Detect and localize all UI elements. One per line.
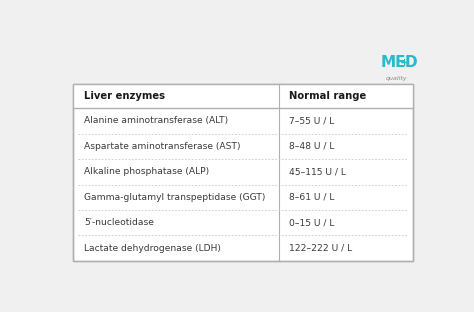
Text: Aspartate aminotransferase (AST): Aspartate aminotransferase (AST): [84, 142, 240, 151]
Text: Alanine aminotransferase (ALT): Alanine aminotransferase (ALT): [84, 116, 228, 125]
Text: quality: quality: [385, 76, 407, 81]
Bar: [73, 84, 413, 261]
Text: 0–15 U / L: 0–15 U / L: [290, 218, 335, 227]
Text: Gamma-glutamyl transpeptidase (GGT): Gamma-glutamyl transpeptidase (GGT): [84, 193, 265, 202]
Text: 45–115 U / L: 45–115 U / L: [290, 167, 346, 176]
Text: +: +: [400, 58, 409, 68]
Text: D: D: [405, 55, 418, 70]
Bar: [73, 84, 413, 261]
Text: Lactate dehydrogenase (LDH): Lactate dehydrogenase (LDH): [84, 244, 221, 252]
Text: 7–55 U / L: 7–55 U / L: [290, 116, 335, 125]
Text: Liver enzymes: Liver enzymes: [84, 91, 165, 101]
Text: 122–222 U / L: 122–222 U / L: [290, 244, 353, 252]
Text: 8–48 U / L: 8–48 U / L: [290, 142, 335, 151]
Text: 8–61 U / L: 8–61 U / L: [290, 193, 335, 202]
Bar: [73, 84, 413, 108]
Text: 5′-nucleotidase: 5′-nucleotidase: [84, 218, 154, 227]
Text: ME: ME: [381, 55, 406, 70]
Text: Alkaline phosphatase (ALP): Alkaline phosphatase (ALP): [84, 167, 209, 176]
Text: Normal range: Normal range: [290, 91, 367, 101]
